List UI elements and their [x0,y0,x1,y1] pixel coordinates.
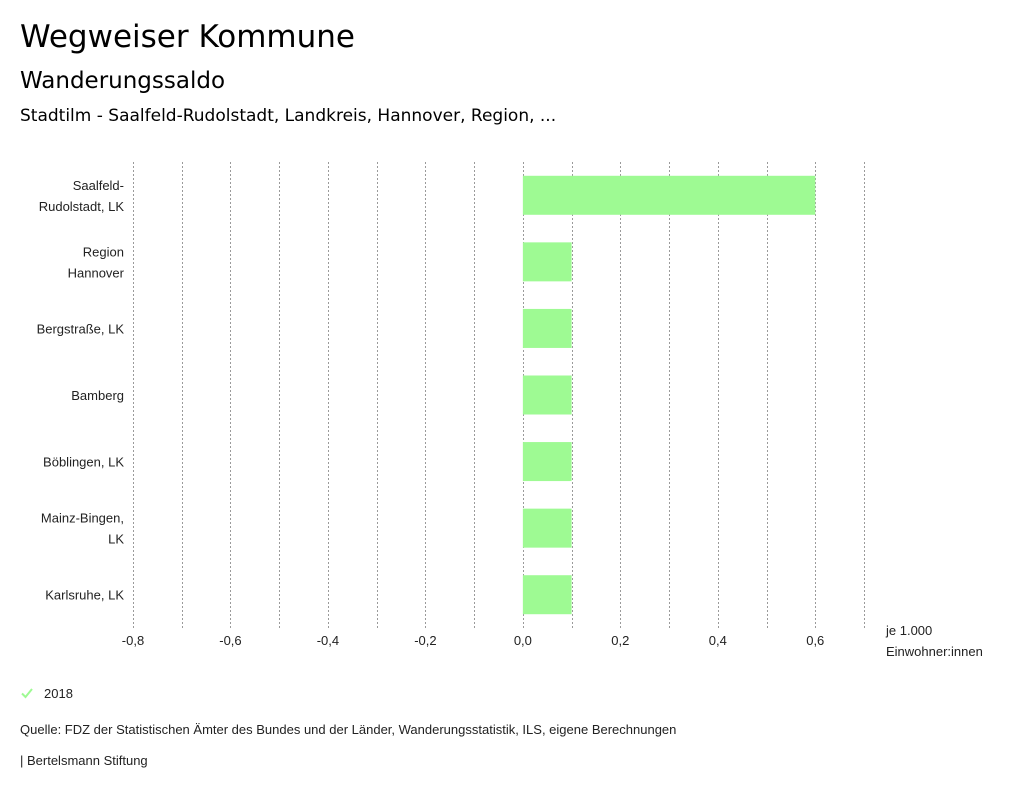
category-label: Böblingen, LK [43,455,124,470]
category-label: Region Hannover [68,244,125,280]
bar[interactable] [522,508,572,548]
bar[interactable] [522,308,572,348]
bar[interactable] [522,375,572,415]
check-icon [21,688,33,699]
x-tick-label: 0,6 [806,633,824,648]
category-label: Karlsruhe, LK [45,588,124,603]
category-label: Mainz-Bingen, LK [41,511,124,547]
legend[interactable]: 2018 [20,683,73,703]
x-tick-label: 0,2 [611,633,629,648]
x-tick-label: -0,8 [122,633,144,648]
category-labels: Saalfeld-Rudolstadt, LK Region Hannover Ber… [37,178,125,603]
unit-label-text: je 1.000 Einwohner:innen [885,623,983,659]
x-axis-ticks: -0,8 -0,6 -0,4 -0,2 0,0 0,2 0,4 0,6 [122,633,825,648]
category-label: Bergstraße, LK [37,321,125,336]
bar[interactable] [522,575,572,615]
legend-label-2018: 2018 [44,685,73,701]
brand-note: | Bertelsmann Stiftung [20,753,148,768]
page-title: Wegweiser Kommune [20,19,355,55]
category-label: Bamberg [71,388,124,403]
x-tick-label: -0,2 [414,633,436,648]
x-tick-label: -0,4 [317,633,339,648]
bar[interactable] [522,242,572,282]
chart-subtitle: Wanderungssaldo [20,68,226,94]
bars [522,175,816,615]
x-tick-label: -0,6 [219,633,241,648]
location-label: Stadtilm - Saalfeld-Rudolstadt, Landkrei… [20,106,557,126]
bar[interactable] [522,442,572,482]
gridlines [133,162,865,628]
x-tick-label: 0,4 [709,633,727,648]
bar-chart: Saalfeld-Rudolstadt, LK Region Hannover Ber… [37,162,983,659]
source-note: Quelle: FDZ der Statistischen Ämter des … [20,722,677,737]
category-label: Saalfeld-Rudolstadt, LK [39,178,125,214]
unit-label: je 1.000 Einwohner:innen [885,623,983,659]
bar[interactable] [522,175,816,215]
x-tick-label: 0,0 [514,633,532,648]
